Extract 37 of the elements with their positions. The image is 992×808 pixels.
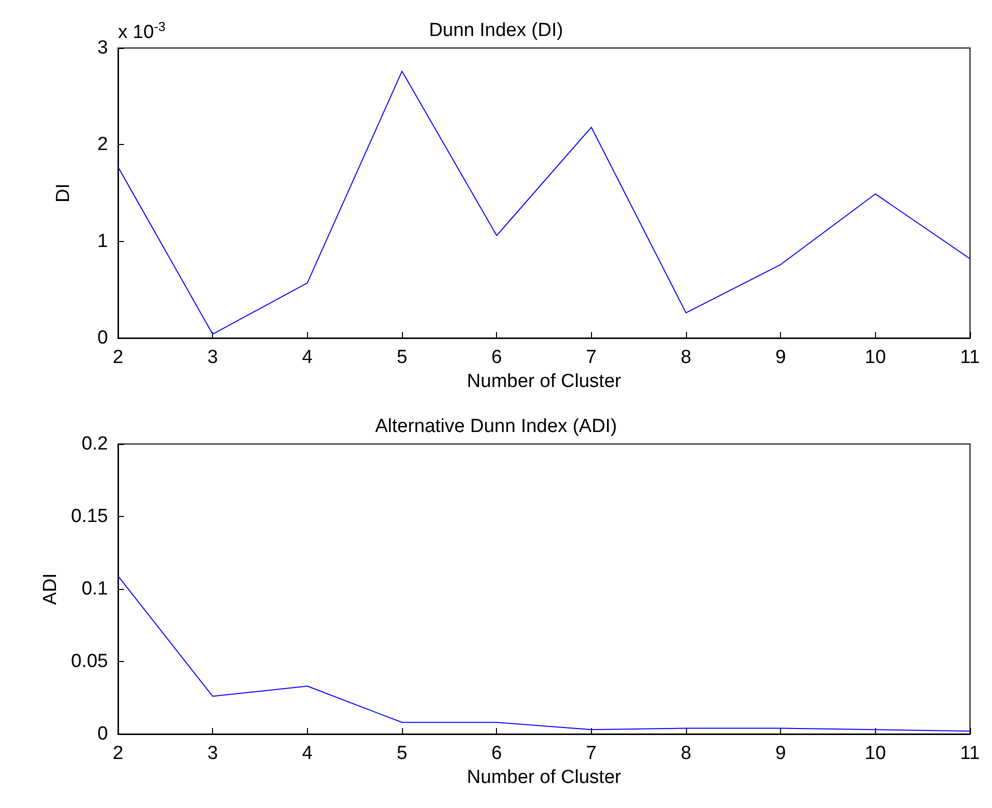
y-tick-label: 0 (97, 724, 108, 744)
x-tick-label: 2 (112, 743, 124, 764)
x-tick-label: 7 (586, 347, 597, 368)
x-tick-label: 11 (960, 347, 980, 368)
y-tick-label: 3 (97, 38, 108, 58)
x-tick-label: 2 (112, 347, 124, 368)
y-tick-label: 2 (97, 134, 108, 156)
x-axis-title: Number of Cluster (466, 370, 622, 392)
x-tick-label: 4 (302, 743, 314, 764)
line-series (118, 575, 970, 732)
x-tick-label: 11 (960, 743, 980, 764)
y-axis-title: ADI (40, 573, 62, 605)
line-series (118, 70, 970, 335)
x-tick-label: 3 (207, 347, 218, 368)
x-tick-label: 7 (586, 743, 597, 764)
x-axis-title: Number of Cluster (466, 766, 622, 788)
y-tick-label: 0.05 (71, 651, 108, 672)
x-tick-label: 9 (775, 743, 786, 764)
chart-title: Alternative Dunn Index (ADI) (375, 416, 617, 437)
x-tick-label: 8 (680, 347, 692, 368)
x-tick-label: 5 (396, 347, 408, 368)
chart-title: Dunn Index (DI) (428, 20, 564, 41)
y-axis-title: DI (53, 184, 74, 202)
x-tick-label: 6 (491, 743, 502, 764)
y-tick-label: 0.2 (82, 434, 108, 454)
y-tick-label: 0 (97, 328, 108, 348)
x-tick-label: 10 (864, 743, 886, 764)
x-tick-label: 5 (396, 743, 408, 764)
y-tick-label: 0.15 (71, 506, 108, 527)
x-tick-label: 8 (680, 743, 692, 764)
y-tick-label: 0.1 (82, 578, 108, 600)
x-tick-label: 4 (302, 347, 314, 368)
y-tick-label: 1 (97, 230, 108, 252)
x-tick-label: 3 (207, 743, 218, 764)
x-tick-label: 6 (491, 347, 502, 368)
x-tick-label: 10 (864, 347, 886, 368)
x-tick-label: 9 (775, 347, 786, 368)
